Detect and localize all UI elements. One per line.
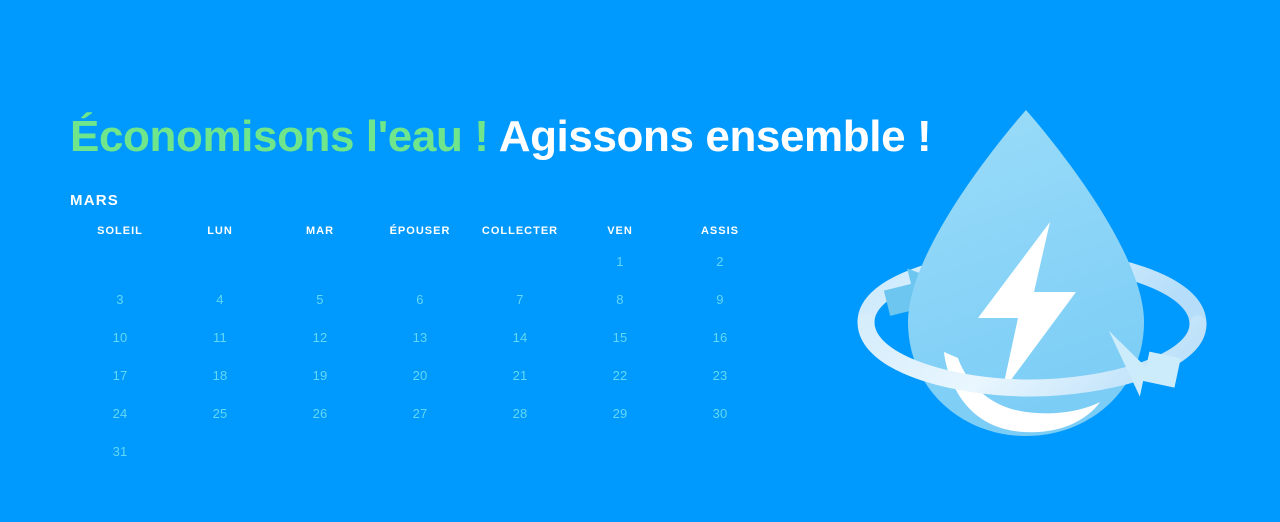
calendar-day-14[interactable]: 14: [512, 330, 528, 345]
calendar-day-blank: [370, 243, 470, 281]
calendar-day-24[interactable]: 24: [112, 406, 128, 421]
calendar-day-12[interactable]: 12: [312, 330, 328, 345]
water-drop-energy-recycle-illustration: [826, 96, 1226, 468]
calendar-weekday-2: MAR: [305, 225, 335, 237]
calendar-month-label: MARS: [70, 192, 119, 209]
calendar-day-5[interactable]: 5: [316, 292, 324, 307]
calendar-day-20[interactable]: 20: [412, 368, 428, 383]
calendar-day-9[interactable]: 9: [716, 292, 724, 307]
calendar-day-25[interactable]: 25: [212, 406, 228, 421]
page-title-accent: Économisons l'eau !: [70, 112, 489, 161]
calendar-day-8[interactable]: 8: [616, 292, 624, 307]
calendar-day-22[interactable]: 22: [612, 368, 628, 383]
lightning-bolt-icon: [978, 222, 1076, 392]
calendar-day-31[interactable]: 31: [112, 444, 128, 459]
calendar-day-grid: 1 2 3 4 5 6 7 8 9 10 11 12 13 14 15 16 17 18 19 20 21 22 23 24 2…: [70, 243, 770, 471]
calendar-day-28[interactable]: 28: [512, 406, 528, 421]
calendar: MARS SOLEIL LUN MAR ÉPOUSER COLLECTER VEN ASSI…: [70, 192, 770, 471]
calendar-day-29[interactable]: 29: [612, 406, 628, 421]
calendar-day-19[interactable]: 19: [312, 368, 328, 383]
calendar-weekday-5: VEN: [607, 225, 633, 237]
calendar-day-21[interactable]: 21: [512, 368, 528, 383]
calendar-day-1[interactable]: 1: [616, 254, 624, 269]
calendar-weekday-4: COLLECTER: [481, 225, 559, 237]
calendar-weekday-1: LUN: [207, 225, 233, 237]
calendar-day-6[interactable]: 6: [416, 292, 424, 307]
calendar-weekday-6: ASSIS: [700, 225, 739, 237]
calendar-day-3[interactable]: 3: [116, 292, 124, 307]
calendar-day-10[interactable]: 10: [112, 330, 128, 345]
calendar-weekday-header: SOLEIL LUN MAR ÉPOUSER COLLECTER VEN ASSIS: [70, 225, 770, 237]
page-title-primary: Agissons ensemble !: [498, 112, 932, 161]
calendar-day-30[interactable]: 30: [712, 406, 728, 421]
calendar-weekday-3: ÉPOUSER: [389, 225, 451, 237]
calendar-day-blank: [270, 243, 370, 281]
calendar-day-23[interactable]: 23: [712, 368, 728, 383]
arrow-right-icon: [1108, 330, 1181, 397]
calendar-day-17[interactable]: 17: [112, 368, 128, 383]
calendar-day-13[interactable]: 13: [412, 330, 428, 345]
calendar-day-blank: [170, 243, 270, 281]
calendar-day-26[interactable]: 26: [312, 406, 328, 421]
calendar-day-blank: [470, 243, 570, 281]
crescent-highlight: [944, 352, 1100, 433]
calendar-day-11[interactable]: 11: [213, 330, 227, 345]
page-title: Économisons l'eau ! Agissons ensemble !: [70, 108, 932, 166]
calendar-day-2[interactable]: 2: [716, 254, 724, 269]
calendar-day-blank: [70, 243, 170, 281]
calendar-day-27[interactable]: 27: [412, 406, 428, 421]
calendar-weekday-0: SOLEIL: [97, 225, 143, 237]
calendar-day-4[interactable]: 4: [216, 292, 224, 307]
calendar-day-18[interactable]: 18: [212, 368, 228, 383]
calendar-day-15[interactable]: 15: [612, 330, 628, 345]
orbit-recycle-ring-front: [857, 313, 1207, 397]
calendar-day-16[interactable]: 16: [712, 330, 728, 345]
calendar-day-7[interactable]: 7: [516, 292, 524, 307]
